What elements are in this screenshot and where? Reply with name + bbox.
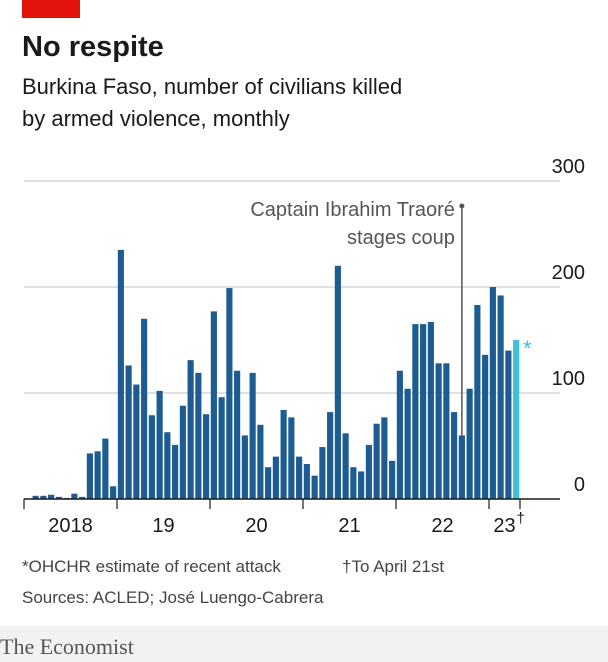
bar: [164, 432, 171, 499]
bar: [373, 423, 380, 499]
footnote: †To April 21st: [342, 557, 444, 576]
bar: [319, 447, 326, 499]
bar: [195, 372, 202, 499]
x-tick-label: 19: [152, 515, 174, 537]
source: Sources: ACLED; José Luengo-Cabrera: [22, 588, 324, 607]
bar: [86, 453, 93, 499]
bar: [148, 415, 155, 499]
bar: [156, 390, 163, 499]
subtitle: Burkina Faso, number of civilians killed: [22, 74, 402, 99]
bar: [327, 412, 334, 499]
bar: [489, 287, 496, 499]
bar: [187, 360, 194, 499]
bar: [79, 496, 86, 499]
bar: [94, 451, 101, 499]
bar: [458, 435, 465, 499]
footer-band: [0, 626, 608, 662]
bar: [125, 365, 132, 499]
annotation: stages coup: [347, 227, 455, 249]
y-tick-label: 300: [552, 156, 585, 178]
bar: [172, 444, 179, 499]
bar: [110, 486, 117, 499]
bar: [203, 414, 210, 499]
bar: [226, 288, 233, 499]
x-tick-label: 22: [431, 515, 453, 537]
bar: [420, 324, 427, 499]
y-tick-label: 0: [574, 474, 585, 496]
bar: [466, 388, 473, 499]
y-tick-label: 100: [552, 368, 585, 390]
bar: [241, 435, 248, 499]
bar: [32, 495, 39, 499]
x-tick-label: 21: [338, 515, 360, 537]
bar: [350, 467, 357, 499]
bar: [117, 249, 124, 499]
chart-title: No respite: [22, 31, 164, 63]
bar: [288, 417, 295, 499]
x-tick-label: 20: [245, 515, 267, 537]
bar: [389, 460, 396, 499]
asterisk: *: [523, 336, 532, 361]
bar: [443, 363, 450, 499]
bar: [265, 467, 272, 499]
bar: [48, 494, 55, 499]
subtitle: by armed violence, monthly: [22, 106, 290, 131]
bar: [474, 305, 481, 499]
bar: [71, 493, 78, 499]
brand: The Economist: [0, 634, 134, 659]
bar: [133, 384, 140, 499]
annotation: Captain Ibrahim Traoré: [250, 199, 455, 221]
bar: [342, 433, 349, 499]
brand-tag: [22, 0, 80, 18]
footnote: *OHCHR estimate of recent attack: [22, 557, 281, 576]
bar: [102, 438, 109, 499]
bar: [482, 354, 489, 499]
bar: [381, 417, 388, 499]
bar: [257, 424, 264, 499]
x-tick-label: 23: [493, 515, 515, 537]
bar: [427, 321, 434, 499]
bar: [303, 464, 310, 499]
bar: [249, 372, 256, 499]
bar: [396, 370, 403, 499]
bar: [505, 350, 512, 499]
bar: [280, 409, 287, 499]
bar: [311, 475, 318, 499]
bar: [513, 340, 520, 499]
bar: [334, 265, 341, 499]
bar: [55, 496, 62, 499]
dagger: †: [517, 510, 525, 527]
bar: [218, 397, 225, 499]
bar: [497, 295, 504, 499]
bar: [234, 370, 241, 499]
bar: [141, 318, 148, 499]
x-tick-label: 2018: [48, 515, 93, 537]
y-tick-label: 200: [552, 262, 585, 284]
bar: [358, 471, 365, 499]
bar: [179, 405, 186, 499]
bar: [412, 324, 419, 499]
bar: [404, 388, 411, 499]
bar: [296, 456, 303, 499]
bar: [210, 311, 217, 499]
bar: [40, 495, 47, 499]
bar: [272, 456, 279, 499]
bar: [365, 444, 372, 499]
bar: [435, 363, 442, 499]
annotation-dot: [459, 203, 465, 209]
bar: [451, 412, 458, 499]
